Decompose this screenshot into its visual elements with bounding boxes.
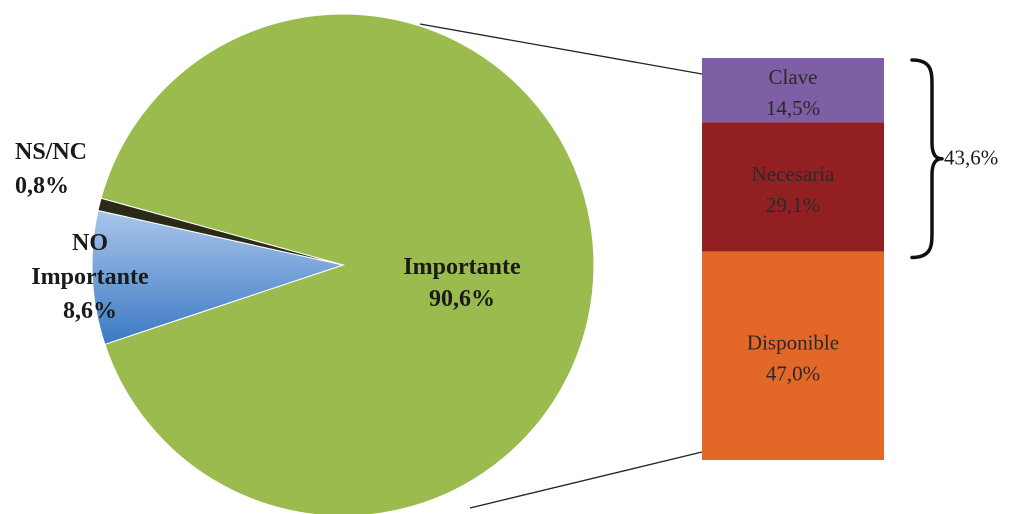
pie-slice-no-importante <box>91 209 345 345</box>
label-no-importante-line1: NO <box>72 230 108 256</box>
label-importante-name: Importante <box>403 254 521 280</box>
label-ns-nc-value: 0,8% <box>15 173 69 199</box>
breakdown-stacked-bar <box>702 58 884 460</box>
bar-value-disponible: 47,0% <box>766 362 820 386</box>
label-importante-value: 90,6% <box>429 286 495 312</box>
pie <box>91 13 595 514</box>
connector-line-top <box>419 23 703 75</box>
label-no-importante-line2: Importante <box>31 264 149 290</box>
pie-slice-importante <box>100 13 595 514</box>
bar-value-necesaria: 29,1% <box>766 193 820 217</box>
connector-lines <box>419 23 703 509</box>
label-ns-nc-name: NS/NC <box>15 139 87 165</box>
bar-label-disponible: Disponible <box>747 331 839 355</box>
bar-segment-necesaria <box>702 122 884 252</box>
bar-segment-clave <box>702 58 884 123</box>
label-no-importante-value: 8,6% <box>63 298 117 324</box>
pie-slice-ns-nc <box>97 197 344 266</box>
bar-segment-disponible <box>702 251 884 460</box>
curly-brace <box>910 58 944 260</box>
bar-value-clave: 14,5% <box>766 96 820 120</box>
bracket-total-label: 43,6% <box>944 146 998 170</box>
bar-label-necesaria: Necesaria <box>752 162 835 186</box>
bar-label-clave: Clave <box>769 65 818 89</box>
connector-line-bottom <box>469 451 703 509</box>
